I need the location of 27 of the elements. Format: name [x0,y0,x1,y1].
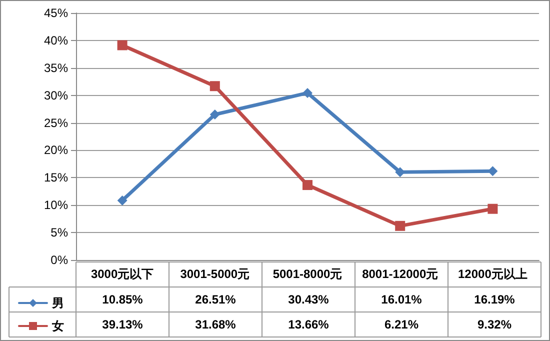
y-tick-label: 35% [44,60,68,75]
data-label: 16.01% [381,292,422,306]
y-tick-label: 45% [44,6,68,20]
data-label: 16.19% [474,292,516,306]
x-tick-label: 5001-8000元 [272,267,342,281]
data-label: 26.51% [195,292,236,306]
data-label: 9.32% [477,318,512,332]
data-label: 31.68% [195,318,236,332]
legend-label: 女 [51,319,64,333]
x-tick-label: 3000元以下 [90,267,154,281]
y-tick-label: 5% [50,226,68,240]
data-label: 10.85% [102,292,144,306]
data-label: 6.21% [384,318,419,332]
data-label: 13.66% [288,318,330,332]
y-tick-label: 0% [50,253,68,267]
y-tick-label: 10% [44,198,68,212]
x-tick-label: 3001-5000元 [180,267,250,281]
y-tick-label: 20% [44,143,68,158]
y-tick-label: 30% [44,88,68,102]
legend-label: 男 [51,296,64,310]
data-label: 30.43% [288,292,330,306]
y-tick-label: 25% [44,116,68,130]
y-tick-label: 15% [44,170,68,185]
x-tick-label: 12000元以上 [458,267,528,281]
x-tick-label: 8001-12000元 [362,267,438,281]
y-tick-label: 40% [44,33,68,48]
data-label: 39.13% [102,318,144,332]
